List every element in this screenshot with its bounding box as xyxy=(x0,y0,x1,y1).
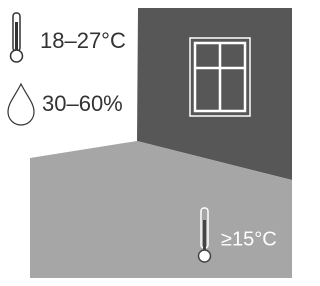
temperature-label: 18–27°C xyxy=(40,28,126,53)
illustration: 18–27°C 30–60% ≥15°C xyxy=(0,0,304,286)
humidity-label: 30–60% xyxy=(42,91,123,116)
droplet-icon xyxy=(8,84,34,125)
floor-temperature-label: ≥15°C xyxy=(221,228,277,250)
thermometer-icon xyxy=(11,13,23,62)
